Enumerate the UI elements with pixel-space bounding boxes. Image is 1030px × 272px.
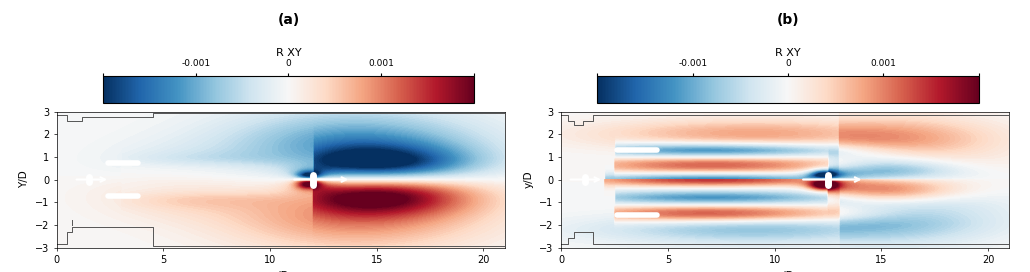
Text: -0.002: -0.002 [96,117,132,127]
X-axis label: x/D: x/D [777,271,794,272]
X-axis label: x/D: x/D [272,271,289,272]
Text: 0.002: 0.002 [449,117,481,127]
Text: -0.002: -0.002 [590,117,625,127]
Y-axis label: Y/D: Y/D [20,171,29,188]
Text: (a): (a) [277,13,300,27]
Y-axis label: y/D: y/D [524,171,534,188]
Text: (b): (b) [777,13,799,27]
Text: 0.002: 0.002 [955,117,986,127]
Title: R XY: R XY [276,48,301,58]
Title: R XY: R XY [776,48,800,58]
